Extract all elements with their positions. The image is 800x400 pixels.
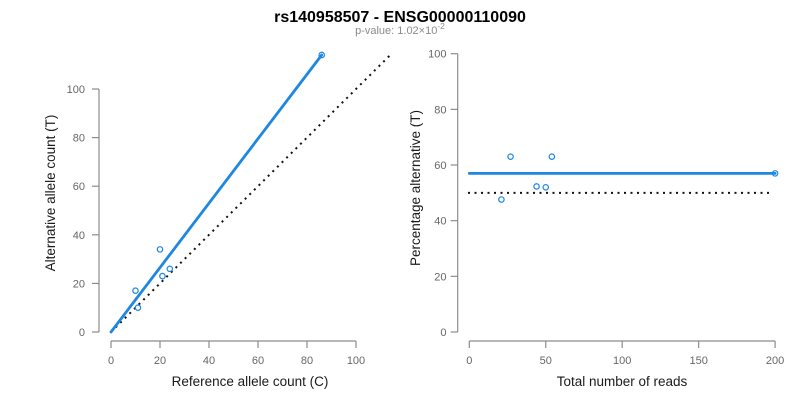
subtitle-pvalue-text: p-value: 1.02×10	[355, 25, 437, 37]
subtitle-pvalue-exponent: -2	[437, 21, 445, 31]
data-point	[498, 196, 505, 203]
data-point	[533, 183, 540, 190]
y-tick-label: 40	[73, 230, 85, 242]
x-tick-label: 0	[466, 355, 472, 367]
y-tick-label: 100	[428, 49, 446, 61]
x-tick-label: 80	[301, 355, 313, 367]
data-point	[318, 51, 326, 59]
y-tick-label: 40	[434, 216, 446, 228]
y-tick-label: 60	[434, 160, 446, 172]
data-point	[542, 183, 550, 191]
data-point	[156, 246, 164, 253]
right-plot-axes-and-data: 0 20 40 60 80 100 0 50 100 150 200	[428, 49, 784, 367]
x-tick-label: 0	[108, 355, 114, 367]
x-tick-label: 100	[347, 355, 365, 367]
x-tick-label: 20	[154, 355, 166, 367]
y-tick-label: 80	[434, 104, 446, 116]
y-tick-label: 20	[434, 271, 446, 283]
x-tick-label: 40	[203, 355, 215, 367]
data-point	[771, 170, 779, 177]
data-point	[507, 153, 514, 160]
y-tick-label: 60	[73, 181, 85, 193]
x-tick-label: 100	[613, 355, 631, 367]
left-yaxis-title: Alternative allele count (T)	[43, 115, 58, 272]
data-point	[134, 304, 142, 312]
left-scatter-plot: 0 20 40 60 80 100 0 20 40 60 80 100 Reference allel…	[43, 51, 392, 389]
y-tick-label: 0	[440, 327, 446, 339]
figure-title: rs140958507 - ENSG00000110090	[274, 9, 526, 26]
x-tick-label: 200	[766, 355, 784, 367]
x-tick-label: 60	[252, 355, 264, 367]
y-tick-label: 100	[67, 84, 85, 96]
left-plot-axes-and-data: 0 20 40 60 80 100 0 20 40 60 80 100	[67, 51, 392, 367]
x-tick-label: 50	[540, 355, 552, 367]
data-point	[159, 272, 166, 280]
data-point	[548, 153, 556, 160]
y-tick-label: 0	[79, 327, 85, 339]
right-yaxis-title: Percentage alternative (T)	[408, 110, 423, 266]
data-point	[132, 287, 139, 294]
y-tick-label: 80	[73, 133, 85, 145]
fit-line	[109, 53, 324, 334]
right-xaxis-title: Total number of reads	[557, 374, 688, 389]
right-scatter-plot: 0 20 40 60 80 100 0 50 100 150 200 Total number of…	[408, 49, 784, 389]
x-tick-label: 150	[689, 355, 707, 367]
data-point	[166, 265, 174, 273]
left-xaxis-title: Reference allele count (C)	[172, 374, 329, 389]
identity-line	[110, 54, 392, 333]
y-tick-label: 20	[73, 278, 85, 290]
figure-subtitle: p-value: 1.02×10-2	[355, 21, 445, 37]
